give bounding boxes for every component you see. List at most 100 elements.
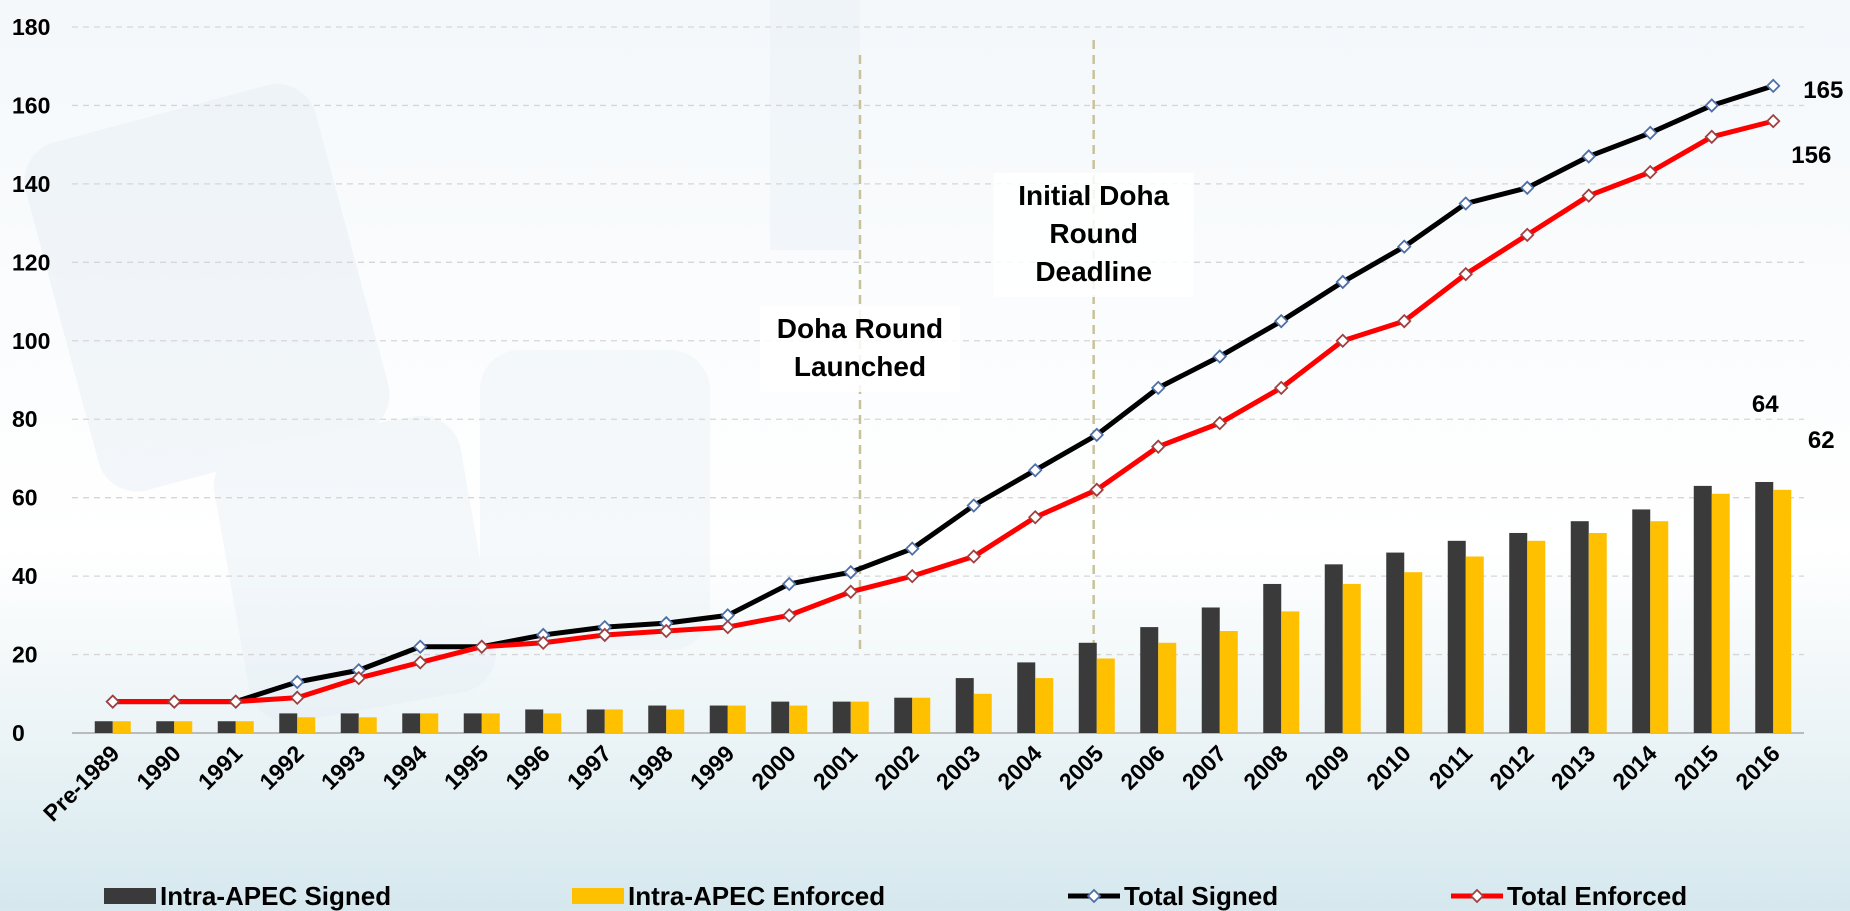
x-tick-label: Pre-1989 <box>38 740 124 826</box>
marker <box>720 619 736 635</box>
y-tick-label: 40 <box>12 563 38 589</box>
bar <box>604 709 623 733</box>
y-tick-label: 60 <box>12 485 38 511</box>
x-tick-label: 2004 <box>992 740 1047 795</box>
annotation-bg <box>759 306 960 392</box>
y-tick-label: 180 <box>12 14 50 40</box>
bar <box>543 713 562 733</box>
legend-marker <box>1086 888 1102 904</box>
bar <box>112 721 131 733</box>
legend-swatch <box>572 888 624 904</box>
bar <box>1509 532 1528 733</box>
x-tick-label: 1991 <box>193 740 248 795</box>
bar <box>1140 627 1159 733</box>
legend-label: Total Signed <box>1124 881 1278 911</box>
annotation-text: Initial Doha <box>1018 180 1169 211</box>
annotation-text: Launched <box>794 351 926 382</box>
x-tick-label: 2016 <box>1730 740 1785 795</box>
x-tick-label: 1999 <box>685 740 740 795</box>
bar <box>1465 556 1484 733</box>
x-tick-label: 2008 <box>1238 740 1293 795</box>
marker <box>1704 129 1720 145</box>
bar <box>1096 658 1115 733</box>
bar <box>420 713 439 733</box>
marker <box>1150 439 1166 454</box>
marker <box>351 670 367 686</box>
y-tick-label: 100 <box>12 328 50 354</box>
y-tick-label: 20 <box>12 642 38 668</box>
bar <box>586 709 605 733</box>
x-tick-label: 2003 <box>931 740 986 795</box>
legend-label: Intra-APEC Enforced <box>628 881 885 911</box>
marker <box>1458 266 1474 282</box>
bar <box>666 709 685 733</box>
legend-swatch <box>104 888 156 904</box>
background-shapes <box>24 0 860 723</box>
bar <box>156 721 175 733</box>
bar <box>94 721 113 733</box>
data-label: 165 <box>1803 77 1843 104</box>
marker <box>412 655 428 670</box>
marker <box>1027 510 1043 525</box>
bar <box>973 693 992 733</box>
bar <box>340 713 359 733</box>
data-label: 64 <box>1752 391 1779 418</box>
marker <box>228 694 244 709</box>
marker <box>1519 227 1535 243</box>
bar <box>832 701 851 733</box>
bar <box>1078 642 1097 733</box>
marker <box>289 674 305 690</box>
y-tick-label: 0 <box>12 720 25 746</box>
marker <box>1335 333 1351 349</box>
x-tick-label: 1992 <box>254 740 309 795</box>
marker <box>1396 313 1412 329</box>
x-tick-label: 1993 <box>316 740 371 795</box>
line <box>112 118 1774 705</box>
marker <box>1765 78 1781 94</box>
marker <box>474 639 490 654</box>
marker <box>1273 380 1289 396</box>
marker <box>1519 180 1535 196</box>
bar <box>1693 485 1712 733</box>
legend-label: Intra-APEC Signed <box>160 881 391 911</box>
bar <box>297 717 316 733</box>
bar <box>481 713 500 733</box>
bar <box>1632 509 1651 733</box>
bar <box>525 709 544 733</box>
y-tick-label: 80 <box>12 406 38 432</box>
x-tick-label: 1998 <box>623 740 678 795</box>
marker <box>904 541 920 556</box>
marker <box>412 639 428 654</box>
marker <box>1089 482 1105 498</box>
bar <box>912 697 931 733</box>
bar <box>1324 564 1343 733</box>
marker <box>1089 427 1105 443</box>
marker <box>1704 98 1720 113</box>
marker <box>966 498 982 513</box>
marker <box>843 564 859 580</box>
x-tick-label: 2010 <box>1361 740 1416 795</box>
marker <box>781 608 797 623</box>
marker <box>1212 415 1228 431</box>
bar <box>894 697 913 733</box>
marker <box>1581 188 1597 203</box>
annotation-text: Round <box>1049 218 1138 249</box>
bar <box>1650 521 1669 733</box>
marker <box>781 576 797 592</box>
marker <box>658 623 674 639</box>
legend-label: Total Enforced <box>1507 881 1687 911</box>
x-tick-label: 1997 <box>562 740 617 795</box>
bar <box>789 705 808 733</box>
bar <box>727 705 746 733</box>
marker <box>105 694 121 709</box>
marker <box>904 568 920 584</box>
bar <box>850 701 869 733</box>
bar <box>1386 552 1405 733</box>
marker <box>1150 380 1166 396</box>
bar <box>771 701 790 733</box>
bar <box>648 705 667 733</box>
marker <box>535 635 551 651</box>
bar <box>463 713 482 733</box>
marker <box>1458 196 1474 211</box>
